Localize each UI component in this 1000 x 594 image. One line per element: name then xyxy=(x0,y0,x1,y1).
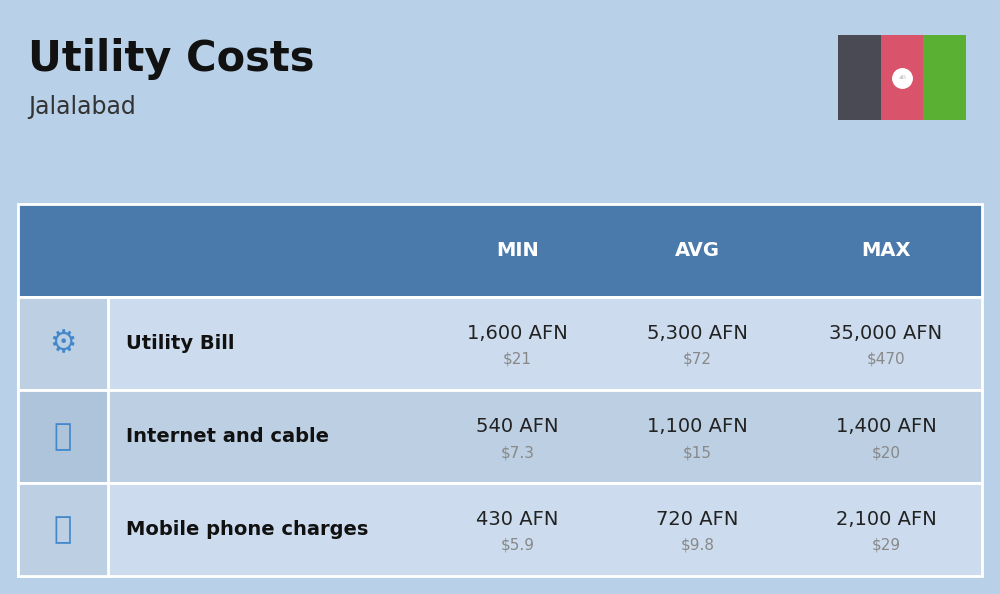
Text: $9.8: $9.8 xyxy=(680,538,714,553)
Text: 540 AFN: 540 AFN xyxy=(476,417,559,436)
Text: Internet and cable: Internet and cable xyxy=(126,427,329,446)
Text: $7.3: $7.3 xyxy=(501,445,534,460)
Text: $15: $15 xyxy=(683,445,712,460)
Bar xyxy=(18,297,108,390)
Bar xyxy=(18,483,108,576)
Text: $72: $72 xyxy=(683,352,712,367)
Text: $5.9: $5.9 xyxy=(501,538,534,553)
Text: 📡: 📡 xyxy=(54,422,72,451)
Text: Utility Costs: Utility Costs xyxy=(28,38,314,80)
Text: $21: $21 xyxy=(503,352,532,367)
Bar xyxy=(838,35,881,120)
Bar xyxy=(18,297,982,390)
Text: MAX: MAX xyxy=(861,241,911,260)
Text: 430 AFN: 430 AFN xyxy=(476,510,559,529)
Text: 📱: 📱 xyxy=(54,515,72,544)
Text: Mobile phone charges: Mobile phone charges xyxy=(126,520,368,539)
Text: $470: $470 xyxy=(867,352,905,367)
Bar xyxy=(18,390,982,483)
Bar xyxy=(18,483,982,576)
Text: ☙: ☙ xyxy=(898,71,906,81)
Text: 1,400 AFN: 1,400 AFN xyxy=(836,417,936,436)
Bar xyxy=(881,35,923,120)
Text: 1,600 AFN: 1,600 AFN xyxy=(467,324,568,343)
Text: 5,300 AFN: 5,300 AFN xyxy=(647,324,748,343)
Text: MIN: MIN xyxy=(496,241,539,260)
Bar xyxy=(18,204,982,297)
Text: 2,100 AFN: 2,100 AFN xyxy=(836,510,936,529)
Text: $29: $29 xyxy=(871,538,901,553)
Bar xyxy=(923,35,966,120)
Bar xyxy=(18,390,108,483)
Text: 35,000 AFN: 35,000 AFN xyxy=(829,324,943,343)
Text: Jalalabad: Jalalabad xyxy=(28,95,136,119)
Text: Utility Bill: Utility Bill xyxy=(126,334,234,353)
Text: 1,100 AFN: 1,100 AFN xyxy=(647,417,748,436)
Text: $20: $20 xyxy=(872,445,900,460)
Text: 720 AFN: 720 AFN xyxy=(656,510,739,529)
Text: AVG: AVG xyxy=(675,241,720,260)
Text: ⚙: ⚙ xyxy=(49,329,77,358)
